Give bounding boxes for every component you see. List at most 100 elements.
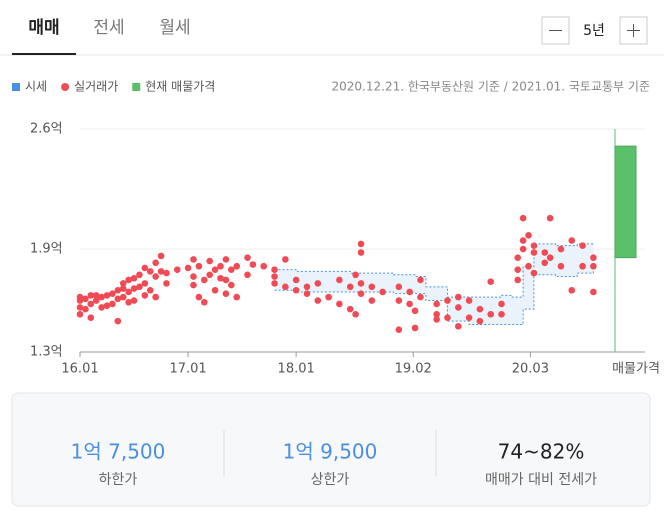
transaction-point [271, 273, 278, 280]
summary-value: 74~82% [498, 440, 585, 464]
transaction-point [395, 297, 403, 304]
transaction-point [228, 281, 235, 289]
tab[interactable]: 월세 [159, 18, 190, 38]
transaction-point [271, 280, 278, 287]
transaction-point [119, 285, 127, 292]
plus-button[interactable] [619, 16, 648, 45]
transaction-point [76, 293, 84, 301]
transaction-point [519, 214, 527, 222]
legend-label: 실거래가 [74, 80, 118, 94]
transaction-point [195, 262, 203, 270]
transaction-point [233, 262, 241, 270]
transaction-point [92, 297, 100, 304]
transaction-point [487, 278, 495, 285]
transaction-point [195, 293, 203, 301]
transaction-point [530, 242, 538, 249]
transaction-point [98, 304, 105, 311]
transaction-point [325, 293, 332, 301]
tab[interactable]: 전세 [93, 18, 124, 38]
listing-range [614, 145, 637, 259]
transaction-point [568, 286, 576, 294]
transaction-point [282, 256, 289, 263]
transaction-point [244, 271, 251, 279]
transaction-point [184, 264, 192, 272]
transaction-point [233, 293, 241, 301]
transaction-point [433, 300, 440, 308]
transaction-point [395, 283, 403, 291]
transaction-point [514, 254, 522, 261]
chart: 1.3억 1.9억 2.6억 16.01 17.01 18.01 19.02 20.03 매물가… [30, 122, 660, 377]
transaction-point [546, 214, 554, 222]
y-tick-label: 1.9억 [30, 242, 63, 257]
minus-button[interactable] [541, 16, 570, 45]
transaction-point [103, 292, 111, 299]
y-tick-label: 1.3억 [30, 345, 63, 360]
transaction-point [141, 264, 149, 272]
transaction-point [87, 292, 95, 299]
transaction-point [92, 292, 100, 299]
transaction-point [357, 290, 365, 297]
transaction-point [557, 262, 565, 270]
transaction-point [525, 232, 532, 239]
transaction-point [114, 317, 122, 325]
transaction-point [152, 293, 159, 301]
transaction-point [465, 297, 473, 304]
transaction-point [476, 317, 484, 325]
transaction-point [146, 268, 154, 275]
transaction-point [206, 257, 213, 265]
transaction-point [87, 314, 95, 321]
transaction-point [541, 259, 549, 267]
transaction-point [417, 293, 424, 301]
transaction-point [190, 281, 197, 289]
transaction-point [579, 242, 586, 249]
transaction-point [433, 316, 440, 323]
transaction-point [444, 314, 451, 321]
transaction-point [130, 285, 138, 292]
transaction-point [357, 280, 365, 287]
transaction-point [222, 256, 230, 263]
transaction-point [346, 283, 354, 291]
transaction-point [519, 237, 527, 244]
transaction-point [379, 288, 386, 296]
price-band [274, 243, 594, 325]
transaction-point [119, 293, 127, 301]
transaction-point [498, 300, 505, 308]
transaction-point [222, 276, 230, 284]
transaction-point [411, 307, 419, 315]
transaction-point [487, 310, 495, 318]
transaction-point [336, 276, 343, 284]
transaction-point [141, 280, 149, 287]
transaction-point [519, 245, 527, 253]
transaction-point [514, 266, 522, 273]
transaction-point [190, 256, 197, 263]
transaction-point [357, 240, 365, 248]
x-tick-label: 16.01 [61, 362, 98, 377]
transaction-point [211, 266, 219, 273]
legend-label: 시세 [25, 80, 47, 94]
transaction-point [114, 295, 122, 303]
period: 5년 [583, 23, 605, 39]
transaction-point [211, 286, 219, 294]
transaction-point [357, 249, 365, 256]
transaction-point [346, 305, 354, 313]
transaction-point [98, 293, 105, 301]
legend-swatch [61, 83, 70, 91]
tab[interactable]: 매매 [28, 18, 59, 38]
summary-box [11, 392, 651, 507]
transaction-point [141, 292, 149, 299]
transaction-point [87, 300, 95, 308]
band-lower [274, 271, 594, 326]
transaction-point [200, 298, 208, 306]
transaction-point [303, 283, 311, 291]
transaction-point [411, 324, 419, 332]
y-tick-label: 2.6억 [30, 122, 63, 137]
transaction-point [217, 274, 224, 282]
transaction-point [465, 314, 473, 321]
transaction-point [125, 298, 132, 306]
legend: 시세 실거래가 현재 매물가격 [12, 80, 215, 94]
transaction-point [173, 266, 181, 273]
transaction-point [152, 273, 159, 280]
transaction-point [206, 271, 213, 279]
transaction-point [546, 254, 554, 261]
transaction-point [514, 276, 522, 284]
